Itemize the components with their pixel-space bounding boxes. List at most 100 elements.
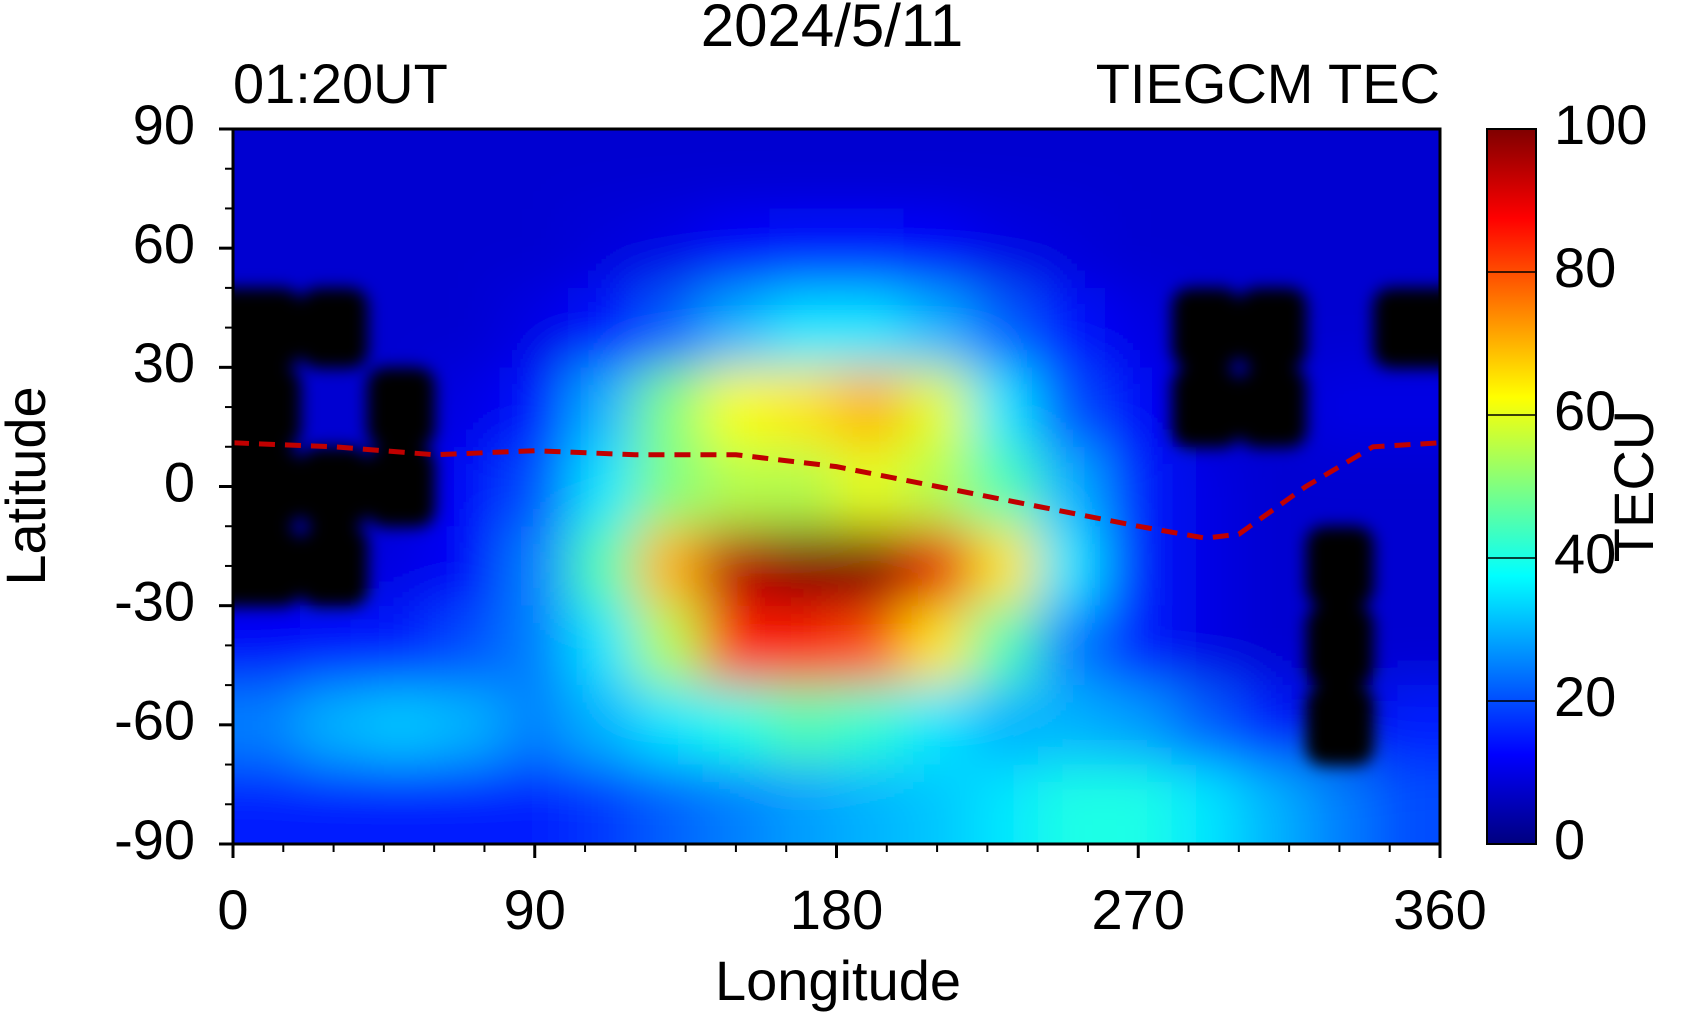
tec-cell [501,526,570,607]
tec-cell [970,526,1039,607]
y-tick-label: 0 [164,450,195,513]
tec-cell [903,287,972,369]
missing-cell [1372,287,1440,369]
tec-cell [1037,208,1106,289]
tec-cell [1037,367,1106,448]
missing-cell [367,367,436,448]
tec-cell [635,446,704,528]
tec-cell [568,129,637,210]
tec-cell [568,367,637,448]
tec-cell [434,287,503,369]
missing-cell [1171,287,1240,369]
missing-cell [367,446,436,528]
tec-cell [1372,685,1440,766]
tec-cell [1104,446,1173,528]
tec-cell [903,605,972,687]
tec-cell [367,287,436,369]
tec-cell [501,685,570,766]
subtitle-left: 01:20UT [233,52,448,115]
tec-cell [568,526,637,607]
colorbar-tick-label: 80 [1554,236,1616,299]
tec-cell [501,287,570,369]
colorbar [1486,128,1537,845]
tec-cell [300,208,369,289]
tec-cell [501,129,570,210]
tec-cell [1037,605,1106,687]
missing-cell [1238,287,1307,369]
tec-cell [970,685,1039,766]
tec-cell [970,764,1039,844]
x-tick-label: 90 [504,878,566,941]
tec-cell [702,208,771,289]
tec-cell [367,764,436,844]
axes: 0 90 180 270 360 -90 -60 -30 0 30 60 90 0 20 40 60 80 100 [114,93,1647,941]
masked-field [233,287,1440,766]
tec-cell [501,446,570,528]
tec-cell [1037,526,1106,607]
tec-cell [434,605,503,687]
tec-cell [635,526,704,607]
tec-cell [1104,129,1173,210]
tec-cell [702,287,771,369]
tec-cell [635,208,704,289]
tec-cell [568,287,637,369]
missing-cell [1171,367,1240,448]
tec-cell [1104,685,1173,766]
tec-cell [434,129,503,210]
missing-cell [300,446,369,528]
missing-cell [1305,685,1374,766]
tec-cell [367,129,436,210]
tec-cell [1104,526,1173,607]
tec-cell [434,764,503,844]
tec-cell [1171,764,1240,844]
tec-cell [836,526,905,607]
tec-cell [367,208,436,289]
tec-cell [300,764,369,844]
tec-cell [568,764,637,844]
tec-cell [903,208,972,289]
tec-cell [1171,208,1240,289]
tec-cell [1171,605,1240,687]
tec-cell [501,367,570,448]
tec-cell [434,446,503,528]
tec-cell [1238,764,1307,844]
plot-area [233,129,1440,844]
tec-cell [1305,764,1374,844]
tec-cell [970,605,1039,687]
tec-cell [1037,129,1106,210]
tec-cell [970,208,1039,289]
tec-cell [635,287,704,369]
x-tick-label: 270 [1092,878,1185,941]
colorbar-tick-label: 60 [1554,379,1616,442]
tec-cell [769,685,838,766]
tec-cell [769,287,838,369]
tec-cell [1372,367,1440,448]
tec-cell [702,129,771,210]
tec-cell [1104,287,1173,369]
y-tick-label: -30 [114,569,195,632]
tec-cell [434,367,503,448]
missing-cell [233,526,302,607]
lines [233,440,1440,541]
tec-cell [367,605,436,687]
tec-cell [233,208,302,289]
tec-cell [233,764,302,844]
missing-cell [233,287,302,369]
colorbar-tick-label: 20 [1554,665,1616,728]
tec-cell [702,526,771,607]
tec-cell [1037,685,1106,766]
missing-cell [300,526,369,607]
tec-cell [769,605,838,687]
missing-cell [233,446,302,528]
tec-cell [970,129,1039,210]
missing-cell [1238,367,1307,448]
tec-cell [434,208,503,289]
colorbar-label: TECU [1602,410,1665,562]
tec-cell [1238,685,1307,766]
tec-cell [1238,446,1307,528]
tec-cell [970,367,1039,448]
y-tick-label: 90 [133,93,195,156]
colorbar-tick-label: 0 [1554,808,1585,871]
